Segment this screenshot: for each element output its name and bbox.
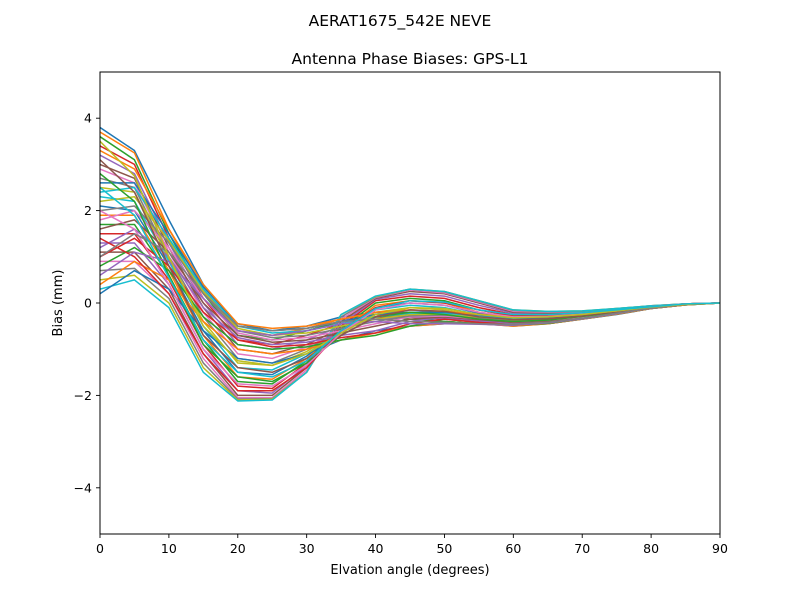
series-line	[100, 232, 720, 332]
x-axis-ticks: 0 10 20 30 40 50 60 70 80 90	[96, 534, 728, 556]
x-axis-label: Elvation angle (degrees)	[330, 563, 489, 578]
series-line	[100, 159, 720, 374]
chart-title: Antenna Phase Biases: GPS-L1	[292, 50, 529, 68]
x-tick-label: 10	[161, 541, 177, 556]
x-tick-label: 80	[643, 541, 659, 556]
series-line	[100, 279, 720, 402]
y-tick-label: 4	[84, 111, 92, 126]
y-axis-ticks: −4 −2 0 2 4	[74, 111, 100, 495]
y-axis-label: Bias (mm)	[51, 270, 66, 337]
series-layer	[100, 126, 720, 402]
x-tick-label: 50	[436, 541, 452, 556]
figure-suptitle: AERAT1675_542E NEVE	[309, 12, 492, 31]
x-tick-label: 70	[574, 541, 590, 556]
x-tick-label: 0	[96, 541, 104, 556]
series-line	[100, 186, 720, 378]
x-tick-label: 20	[230, 541, 246, 556]
y-tick-label: 2	[84, 203, 92, 218]
x-tick-label: 40	[368, 541, 384, 556]
y-tick-label: −4	[74, 480, 92, 495]
x-tick-label: 30	[299, 541, 315, 556]
x-tick-label: 60	[505, 541, 521, 556]
x-tick-label: 90	[712, 541, 728, 556]
series-line	[100, 140, 720, 367]
y-tick-label: −2	[74, 388, 92, 403]
y-tick-label: 0	[84, 296, 92, 311]
